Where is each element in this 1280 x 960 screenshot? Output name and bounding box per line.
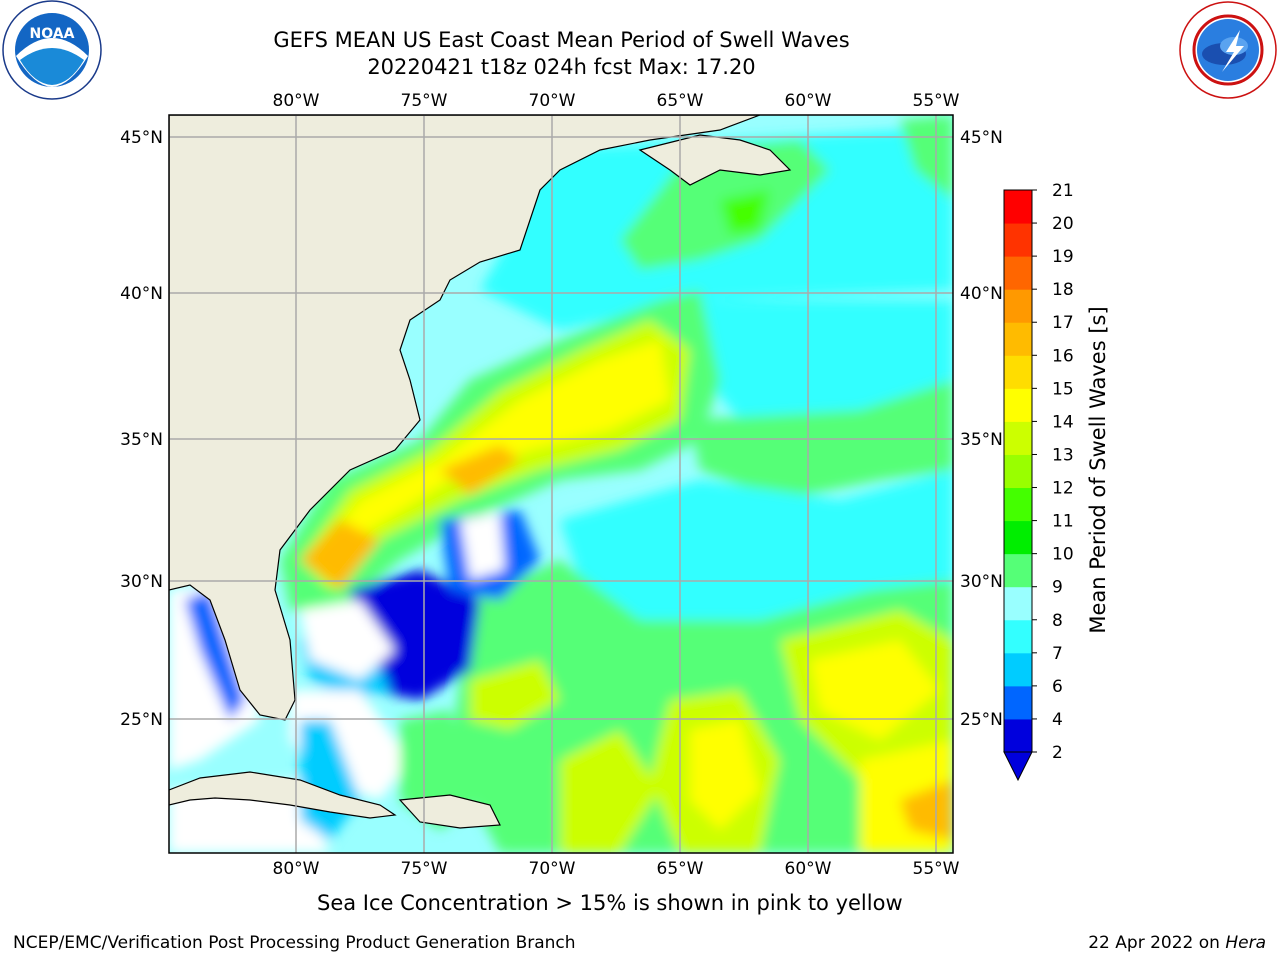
chart-subtitle: 20220421 t18z 024h fcst Max: 17.20 bbox=[367, 55, 756, 79]
colorbar-tick-label: 10 bbox=[1052, 545, 1074, 565]
lon-label-bottom: 70°W bbox=[529, 859, 576, 879]
colorbar-segment bbox=[1004, 685, 1032, 720]
colorbar-frame bbox=[1003, 189, 1033, 753]
colorbar-tick-label: 15 bbox=[1052, 379, 1074, 399]
colorbar-tick-label: 4 bbox=[1052, 710, 1063, 730]
lon-label-top: 80°W bbox=[273, 91, 320, 111]
lat-label-left: 25°N bbox=[120, 710, 163, 730]
footer-host: Hera bbox=[1225, 933, 1266, 953]
colorbar-label: Mean Period of Swell Waves [s] bbox=[1086, 306, 1110, 633]
footer-date: 22 Apr 2022 on Hera bbox=[1088, 933, 1266, 953]
lat-label-right: 30°N bbox=[960, 572, 1003, 592]
lat-label-left: 40°N bbox=[120, 284, 163, 304]
colorbar-segment bbox=[1004, 256, 1032, 290]
colorbar-segment bbox=[1004, 553, 1032, 588]
lon-label-top: 75°W bbox=[401, 91, 448, 111]
chart-title: GEFS MEAN US East Coast Mean Period of S… bbox=[273, 28, 850, 52]
lon-label-top: 55°W bbox=[913, 91, 960, 111]
colorbar-tick-label: 19 bbox=[1052, 247, 1074, 267]
colorbar-segment bbox=[1004, 289, 1032, 323]
lon-label-top: 65°W bbox=[657, 91, 704, 111]
lat-label-left: 30°N bbox=[120, 572, 163, 592]
map-plot-area bbox=[169, 115, 953, 853]
colorbar-tick-label: 7 bbox=[1052, 644, 1063, 664]
colorbar-segment bbox=[1004, 586, 1032, 621]
nws-logo-icon bbox=[1179, 1, 1277, 99]
map-gridlines bbox=[169, 115, 953, 853]
colorbar-segment bbox=[1004, 322, 1032, 356]
colorbar-segment bbox=[1004, 487, 1032, 522]
footer-date-text: 22 Apr 2022 on bbox=[1088, 933, 1220, 953]
colorbar-extend-arrow bbox=[1003, 751, 1033, 782]
colorbar-segment bbox=[1004, 619, 1032, 654]
lon-label-top: 60°W bbox=[785, 91, 832, 111]
colorbar-segment bbox=[1004, 652, 1032, 687]
colorbar-segment bbox=[1004, 355, 1032, 389]
lon-label-bottom: 65°W bbox=[657, 859, 704, 879]
cuba bbox=[169, 771, 397, 819]
lat-label-right: 45°N bbox=[960, 128, 1003, 148]
map-frame bbox=[168, 114, 954, 854]
colorbar-tick-label: 11 bbox=[1052, 512, 1074, 532]
lat-label-left: 35°N bbox=[120, 430, 163, 450]
colorbar: 2 4 6 7 8 9 10 11 12 13 14 15 16 17 18 19 20 21 bbox=[1003, 181, 1074, 782]
lat-label-right: 40°N bbox=[960, 284, 1003, 304]
colorbar-tick-label: 17 bbox=[1052, 313, 1074, 333]
lon-label-bottom: 60°W bbox=[785, 859, 832, 879]
lon-label-bottom: 80°W bbox=[273, 859, 320, 879]
noaa-logo-text: NOAA bbox=[30, 26, 75, 42]
footer-credit: NCEP/EMC/Verification Post Processing Pr… bbox=[13, 933, 576, 953]
colorbar-tick-label: 9 bbox=[1052, 578, 1063, 598]
colorbar-segment bbox=[1004, 388, 1032, 422]
colorbar-tick-label: 2 bbox=[1052, 743, 1063, 763]
hispaniola bbox=[398, 794, 501, 829]
colorbar-segment bbox=[1004, 421, 1032, 455]
lon-label-bottom: 75°W bbox=[401, 859, 448, 879]
colorbar-segment bbox=[1004, 718, 1032, 753]
colorbar-tick-label: 14 bbox=[1052, 412, 1074, 432]
colorbar-segment bbox=[1004, 454, 1032, 489]
colorbar-tick-label: 6 bbox=[1052, 677, 1063, 697]
colorbar-tick-label: 20 bbox=[1052, 214, 1074, 234]
noaa-logo-icon: NOAA bbox=[2, 0, 102, 100]
colorbar-segment bbox=[1004, 190, 1032, 224]
lon-label-bottom: 55°W bbox=[913, 859, 960, 879]
colorbar-tick-label: 18 bbox=[1052, 280, 1074, 300]
lat-label-right: 25°N bbox=[960, 710, 1003, 730]
lat-label-right: 35°N bbox=[960, 430, 1003, 450]
colorbar-tick-label: 12 bbox=[1052, 479, 1074, 499]
colorbar-segment bbox=[1004, 520, 1032, 555]
colorbar-tick-label: 21 bbox=[1052, 181, 1074, 201]
lon-label-top: 70°W bbox=[529, 91, 576, 111]
colorbar-segment bbox=[1004, 223, 1032, 257]
sea-ice-caption: Sea Ice Concentration > 15% is shown in … bbox=[317, 891, 903, 915]
colorbar-tick-label: 13 bbox=[1052, 445, 1074, 465]
colorbar-tick-label: 16 bbox=[1052, 346, 1074, 366]
land-mass bbox=[169, 115, 761, 721]
lat-label-left: 45°N bbox=[120, 128, 163, 148]
colorbar-tick-label: 8 bbox=[1052, 611, 1063, 631]
